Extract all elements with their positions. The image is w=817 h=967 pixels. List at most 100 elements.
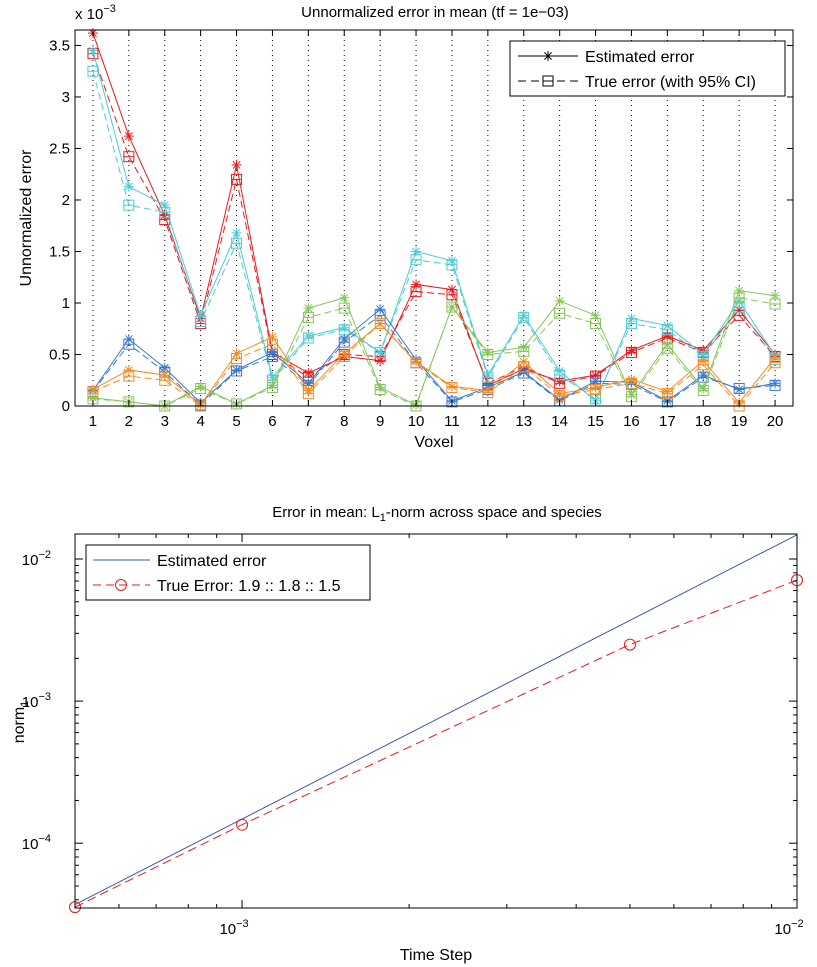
- top-x-tick-label-18: 18: [695, 413, 712, 430]
- series-4-estimated-point-9-d2: [376, 383, 385, 392]
- series-3-estimated-point-11: [446, 381, 457, 392]
- series-4-estimated-point-16: [626, 389, 637, 400]
- series-1-estimated-point-8-d2: [340, 323, 349, 332]
- series-2-estimated-point-7-d2: [304, 379, 313, 388]
- series-4-estimated-point-12-d2: [483, 348, 492, 357]
- top-x-tick-label-8: 8: [340, 413, 348, 430]
- series-4-estimated-point-7: [303, 303, 314, 314]
- series-1-true-point-2: [123, 199, 135, 211]
- series-0-estimated-point-11-d2: [447, 285, 456, 294]
- series-1-estimated-point-17: [662, 320, 673, 331]
- series-3-estimated-point-18-d2: [699, 356, 708, 365]
- bottom-legend-estimated-label: Estimated error: [157, 553, 267, 570]
- series-3-estimated-point-6-d2: [268, 333, 277, 341]
- series-2-estimated-point-18-d2: [699, 371, 708, 380]
- top-chart-legend: Estimated error True error (with 95% CI): [509, 40, 786, 97]
- series-1-estimated-point-4-d2: [196, 311, 205, 320]
- series-1-true-point-5: [231, 237, 243, 249]
- series-0-estimated-point-15-d2: [591, 371, 600, 380]
- series-4-estimated-point-18: [698, 383, 709, 394]
- series-0-estimated-point-14: [554, 376, 565, 387]
- series-2-estimated-point-15-d2: [591, 377, 600, 386]
- series-0-estimated-point-9: [375, 355, 386, 366]
- series-3-estimated-point-6: [267, 331, 278, 342]
- series-3-estimated-point-16: [626, 374, 637, 385]
- bottom-x-tick-label-1: 10−2: [774, 918, 803, 938]
- top-legend-true-label: True error (with 95% CI): [585, 74, 756, 91]
- series-3-estimated-point-20: [770, 352, 781, 363]
- series-0-estimated-point-17-d2: [663, 331, 672, 340]
- series-2-estimated-point-3-d2: [160, 363, 169, 372]
- series-2-estimated-point-9-d2: [376, 305, 385, 314]
- top-legend-estimated-label: Estimated error: [585, 49, 695, 66]
- series-2-estimated-line: [92, 308, 776, 404]
- top-chart-y-axis-label: Unnormalized error: [18, 149, 35, 287]
- series-3-estimated-line: [92, 322, 776, 406]
- series-0-true-point-2: [123, 151, 135, 163]
- series-1-estimated-point-12: [482, 370, 493, 381]
- series-3-estimated-point-16-d2: [627, 375, 636, 384]
- series-1-estimated-point-1: [87, 45, 98, 56]
- top-y-tick-label-7: 3.5: [49, 37, 70, 54]
- bottom-chart-title: Error in mean: L1-norm across space and …: [272, 504, 602, 524]
- top-x-tick-label-11: 11: [444, 413, 460, 430]
- series-1-estimated-point-4: [195, 310, 206, 321]
- top-y-tick-label-2: 1: [62, 295, 70, 312]
- series-2-estimated-point-8: [339, 334, 350, 345]
- series-0-estimated-point-9-d2: [376, 356, 385, 365]
- series-1-estimated-point-13: [518, 310, 529, 321]
- top-chart-x-ticks: 1 2 3 4 5 6 7 8 9 10 11 12 13 14 15 16 17 18 19 20: [89, 30, 784, 430]
- series-3-estimated-point-20-d2: [771, 353, 780, 362]
- series-0-estimated-point-7: [303, 368, 314, 379]
- series-2-estimated-point-18: [698, 370, 709, 381]
- top-chart-y-ticks: 0 0.5 1 1.5 2 2.5 3 3.5: [49, 37, 793, 415]
- series-3-estimated-point-7: [303, 385, 314, 396]
- series-3-estimated-point-15-d2: [591, 383, 600, 392]
- series-4-true-point-14: [554, 307, 566, 319]
- series-3-estimated-point-3: [159, 370, 170, 381]
- top-x-tick-label-7: 7: [304, 413, 312, 430]
- series-3-estimated-point-8: [339, 348, 350, 359]
- series-1-estimated-point-9: [375, 347, 386, 358]
- bottom-y-tick-label-0: 10−4: [22, 833, 51, 853]
- series-2-estimated-point-5-d2: [232, 365, 241, 374]
- top-chart-x-axis-label: Voxel: [414, 434, 453, 451]
- series-2-estimated-point-20: [770, 378, 781, 389]
- series-0-estimated-point-10: [411, 279, 422, 290]
- bottom-chart-y-ticks: 10−4 10−3 10−2: [22, 549, 797, 901]
- series-1-estimated-point-2: [123, 181, 134, 192]
- bottom-legend-box: [85, 544, 371, 601]
- top-x-tick-label-4: 4: [196, 413, 204, 430]
- series-3-estimated-point-7-d2: [304, 386, 313, 395]
- top-x-tick-label-6: 6: [268, 413, 276, 430]
- series-1-estimated-point-14: [554, 365, 565, 376]
- bottom-chart-x-ticks: 10−3 10−2: [118, 534, 804, 938]
- top-chart-y-exponent: x 10−3: [75, 3, 116, 23]
- legend-star-marker: [543, 51, 553, 61]
- top-x-tick-label-3: 3: [161, 413, 169, 430]
- series-3-estimated-point-9-d2: [376, 319, 385, 328]
- series-4-estimated-point-11: [446, 302, 457, 313]
- top-x-tick-label-20: 20: [767, 413, 784, 430]
- top-legend-estimated-swatch: [518, 51, 578, 61]
- top-x-tick-label-16: 16: [623, 413, 640, 430]
- series-1-estimated-point-18-d2: [699, 350, 708, 359]
- series-0-estimated-point-5: [231, 159, 242, 170]
- series-1-estimated-point-10-d2: [412, 247, 421, 256]
- estimated-error-line: [74, 534, 798, 906]
- series-0-estimated-point-16: [626, 345, 637, 356]
- bottom-x-tick-label-0: 10−3: [219, 918, 248, 938]
- top-legend-box: [509, 40, 786, 97]
- top-chart-title: Unnormalized error in mean (tf = 1e−03): [301, 4, 569, 21]
- series-2-estimated-point-5: [231, 364, 242, 375]
- series-2-estimated-point-6-d2: [268, 348, 277, 357]
- series-3-estimated-point-8-d2: [340, 349, 349, 358]
- top-chart: Unnormalized error in mean (tf = 1e−03) …: [18, 3, 794, 451]
- series-1-estimated-point-17-d2: [663, 321, 672, 330]
- top-x-tick-label-13: 13: [515, 413, 532, 430]
- top-y-tick-label-3: 1.5: [49, 243, 70, 260]
- series-0-estimated-point-7-d2: [304, 369, 313, 377]
- series-4-estimated-point-14: [554, 295, 565, 306]
- series-0-estimated-point-16-d2: [627, 346, 636, 355]
- series-1-estimated-point-16-d2: [627, 314, 636, 323]
